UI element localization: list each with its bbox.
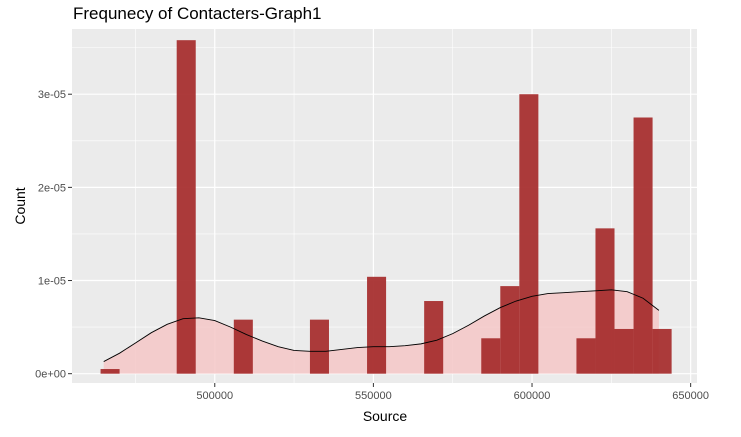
- density-curve: [103, 289, 660, 362]
- histogram-bar: [519, 94, 539, 374]
- histogram-bar: [481, 338, 501, 374]
- histogram-bar: [309, 319, 329, 374]
- density-line: [103, 289, 660, 362]
- x-tick-label: 600000: [514, 390, 551, 402]
- y-tick-label: 1e-05: [38, 276, 66, 288]
- x-tick-label: 500000: [196, 390, 233, 402]
- y-tick-label: 0e+00: [35, 369, 66, 381]
- histogram-bar: [367, 276, 387, 374]
- histogram-bar: [176, 40, 196, 374]
- histogram-bar: [633, 117, 653, 374]
- y-axis-title: Count: [12, 187, 28, 224]
- histogram-bar: [576, 338, 596, 374]
- chart-title: Frequnecy of Contacters-Graph1: [73, 4, 322, 23]
- histogram-bar: [614, 328, 634, 374]
- x-tick-label: 650000: [672, 390, 709, 402]
- histogram-bar: [100, 369, 120, 374]
- y-tick-label: 3e-05: [38, 89, 66, 101]
- y-tick-label: 2e-05: [38, 182, 66, 194]
- histogram-bar: [595, 228, 615, 374]
- histogram-bar: [500, 286, 520, 374]
- x-axis-ticks: 500000 550000 600000 650000: [196, 383, 709, 402]
- histogram-bar: [233, 319, 253, 374]
- x-tick-label: 550000: [355, 390, 392, 402]
- y-axis-ticks: 0e+00 1e-05 2e-05 3e-05: [35, 89, 72, 381]
- histogram-bar: [652, 328, 672, 374]
- histogram-bar: [424, 301, 444, 374]
- histogram-bars: [100, 40, 672, 374]
- x-axis-title: Source: [363, 408, 408, 424]
